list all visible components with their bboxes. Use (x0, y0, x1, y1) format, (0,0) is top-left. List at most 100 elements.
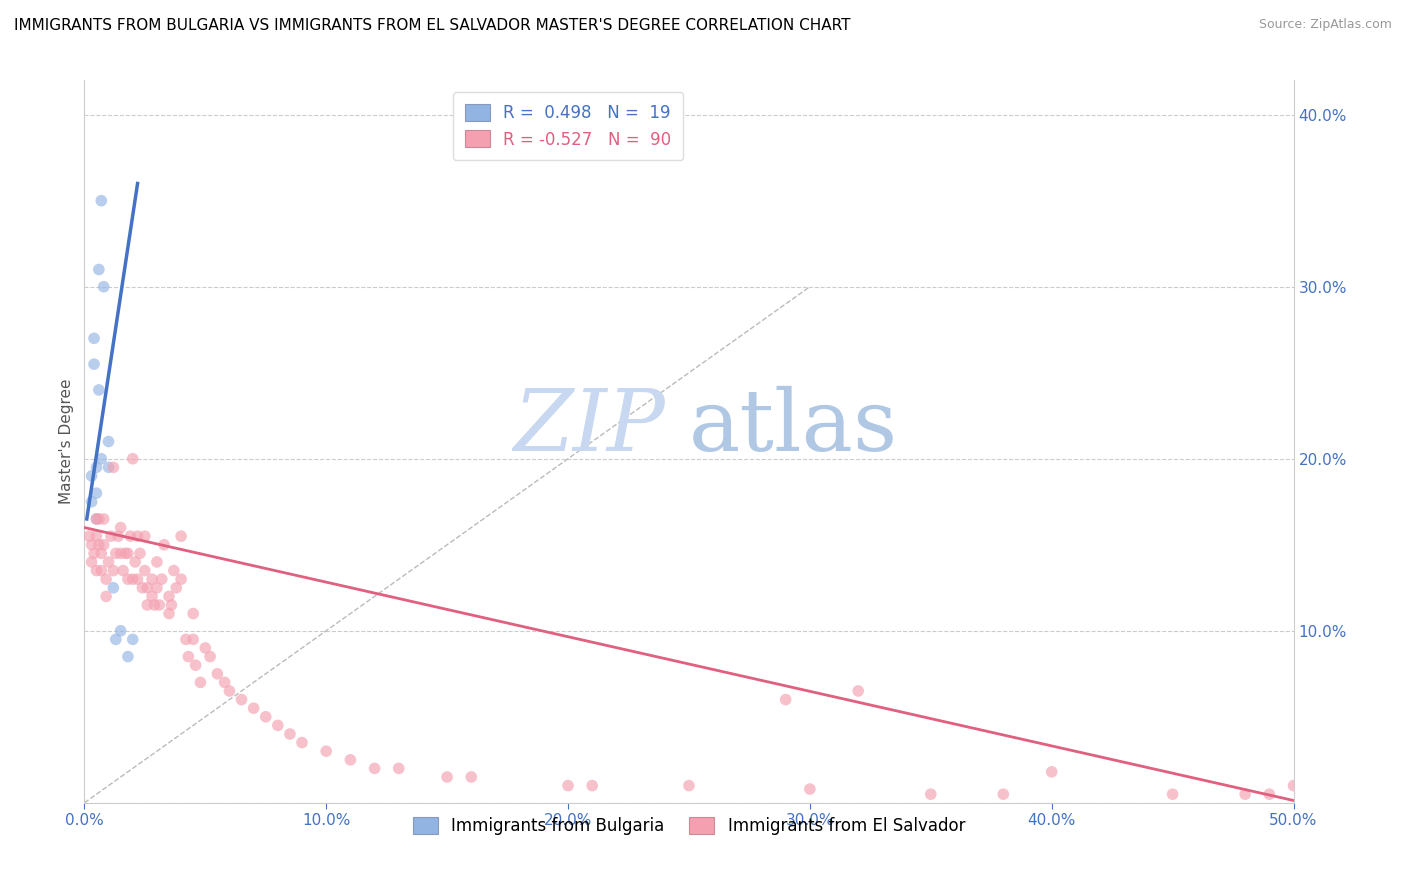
Point (184, 658, 207, 673)
Point (83, 331, 105, 345)
Point (117, 572, 139, 586)
Point (120, 529, 142, 543)
Point (103, 460, 125, 475)
Point (86, 486, 108, 500)
Point (181, 607, 204, 621)
Point (153, 538, 176, 552)
Point (87, 512, 110, 526)
Point (1040, 764, 1063, 779)
Point (94, 572, 117, 586)
Point (157, 590, 180, 604)
Text: atlas: atlas (689, 385, 898, 468)
Point (90, 451, 112, 466)
Point (97, 555, 120, 569)
Legend: Immigrants from Bulgaria, Immigrants from El Salvador: Immigrants from Bulgaria, Immigrants fro… (402, 807, 976, 845)
Point (136, 598, 159, 612)
Point (93, 512, 115, 526)
Point (93, 279, 115, 293)
Point (86, 564, 108, 578)
Point (86, 512, 108, 526)
Point (86, 512, 108, 526)
Point (110, 546, 132, 560)
Point (1258, 787, 1281, 801)
Point (136, 581, 159, 595)
Point (83, 546, 105, 560)
Point (83, 357, 105, 371)
Point (148, 598, 170, 612)
Point (121, 451, 143, 466)
Point (993, 787, 1015, 801)
Point (141, 572, 163, 586)
Point (775, 692, 797, 706)
Point (174, 632, 197, 647)
Point (94, 590, 117, 604)
Point (177, 649, 200, 664)
Point (80, 538, 103, 552)
Point (278, 727, 301, 741)
Point (86, 529, 108, 543)
Point (363, 761, 385, 775)
Point (150, 572, 173, 586)
Point (267, 718, 290, 732)
Point (80, 469, 103, 483)
Point (87, 383, 110, 397)
Point (97, 460, 120, 475)
Point (117, 649, 139, 664)
Point (121, 572, 143, 586)
Point (920, 787, 942, 801)
Point (1161, 787, 1184, 801)
Point (315, 744, 337, 758)
Point (131, 581, 153, 595)
Point (117, 546, 139, 560)
Point (107, 529, 129, 543)
Point (846, 684, 869, 698)
Point (678, 779, 700, 793)
Text: Source: ZipAtlas.com: Source: ZipAtlas.com (1258, 18, 1392, 31)
Point (170, 529, 193, 543)
Point (97, 434, 120, 449)
Point (163, 564, 186, 578)
Point (198, 649, 221, 664)
Point (93, 538, 115, 552)
Point (460, 770, 482, 784)
Point (242, 701, 264, 715)
Point (90, 194, 112, 208)
Point (557, 779, 579, 793)
Point (127, 529, 149, 543)
Point (339, 753, 361, 767)
Point (388, 761, 411, 775)
Point (141, 590, 163, 604)
Point (90, 546, 112, 560)
Point (254, 710, 277, 724)
Point (80, 555, 103, 569)
Point (165, 581, 187, 595)
Point (146, 555, 169, 569)
Point (157, 607, 180, 621)
Text: ZIP: ZIP (513, 385, 665, 468)
Point (86, 460, 108, 475)
Point (160, 598, 183, 612)
Point (190, 675, 212, 690)
Point (134, 564, 156, 578)
Point (103, 564, 125, 578)
Point (170, 572, 193, 586)
Point (194, 640, 217, 655)
Point (112, 564, 135, 578)
Point (218, 684, 240, 698)
Y-axis label: Master's Degree: Master's Degree (59, 379, 75, 504)
Point (124, 555, 146, 569)
Point (436, 770, 458, 784)
Point (114, 546, 136, 560)
Point (207, 666, 229, 681)
Point (121, 632, 143, 647)
Point (181, 632, 204, 647)
Point (214, 675, 236, 690)
Point (581, 779, 603, 793)
Point (87, 538, 110, 552)
Point (291, 735, 314, 749)
Point (129, 546, 152, 560)
Point (110, 520, 132, 534)
Point (799, 782, 821, 797)
Point (127, 572, 149, 586)
Point (100, 529, 122, 543)
